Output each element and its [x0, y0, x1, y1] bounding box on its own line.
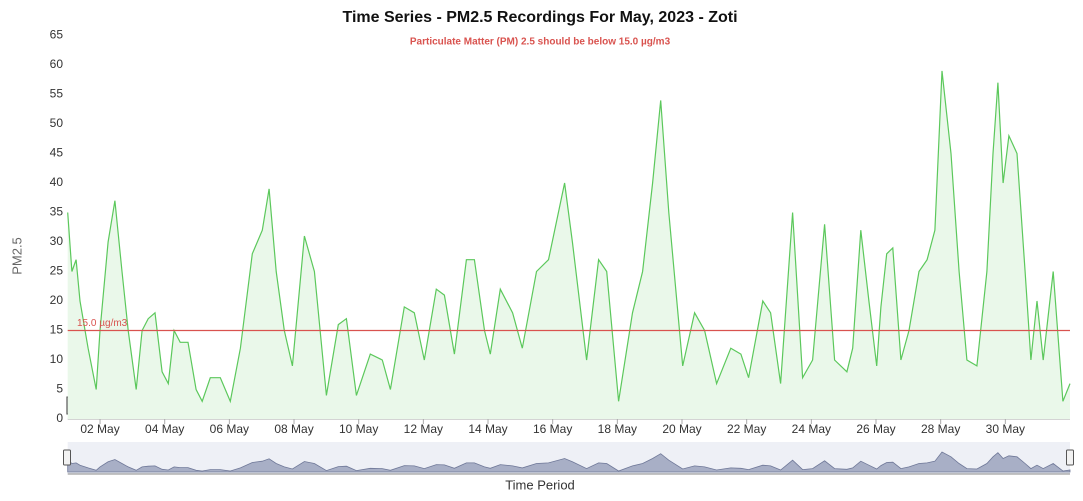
navigator-handle[interactable] [1066, 449, 1074, 466]
navigator-handle[interactable] [63, 449, 71, 466]
x-tick-label: 18 May [598, 422, 637, 436]
y-tick-label: 45 [50, 146, 64, 160]
x-axis-label: Time Period [505, 477, 575, 492]
threshold-label: 15.0 µg/m3 [77, 318, 128, 329]
y-tick-label: 15 [50, 323, 64, 337]
y-tick-label: 25 [50, 264, 64, 278]
y-tick-label: 5 [56, 382, 63, 396]
y-tick-label: 30 [50, 234, 64, 248]
chart-title: Time Series - PM2.5 Recordings For May, … [342, 9, 737, 26]
y-tick-label: 60 [50, 57, 64, 71]
x-tick-label: 26 May [856, 422, 895, 436]
area-fill [67, 70, 1070, 420]
x-tick-label: 30 May [986, 422, 1025, 436]
y-tick-label: 50 [50, 116, 64, 130]
x-tick-label: 02 May [80, 422, 119, 436]
x-tick-label: 24 May [792, 422, 831, 436]
y-tick-label: 0 [56, 411, 63, 425]
y-tick-label: 35 [50, 205, 64, 219]
navigator-area [67, 451, 1071, 473]
x-tick-label: 22 May [727, 422, 766, 436]
y-axis-label: PM2.5 [9, 237, 24, 275]
x-tick-label: 20 May [662, 422, 701, 436]
y-tick-label: 55 [50, 87, 64, 101]
x-tick-label: 04 May [145, 422, 184, 436]
chart-subtitle: Particulate Matter (PM) 2.5 should be be… [410, 37, 671, 48]
x-tick-label: 16 May [533, 422, 572, 436]
x-tick-label: 14 May [468, 422, 507, 436]
y-tick-label: 20 [50, 293, 64, 307]
x-tick-label: 06 May [210, 422, 249, 436]
x-tick-label: 10 May [339, 422, 378, 436]
x-tick-label: 08 May [274, 422, 313, 436]
x-tick-label: 28 May [921, 422, 960, 436]
series-line [67, 70, 1071, 404]
y-tick-label: 40 [50, 175, 64, 189]
x-tick-label: 12 May [404, 422, 443, 436]
y-tick-label: 65 [50, 28, 64, 42]
y-tick-label: 10 [50, 352, 64, 366]
